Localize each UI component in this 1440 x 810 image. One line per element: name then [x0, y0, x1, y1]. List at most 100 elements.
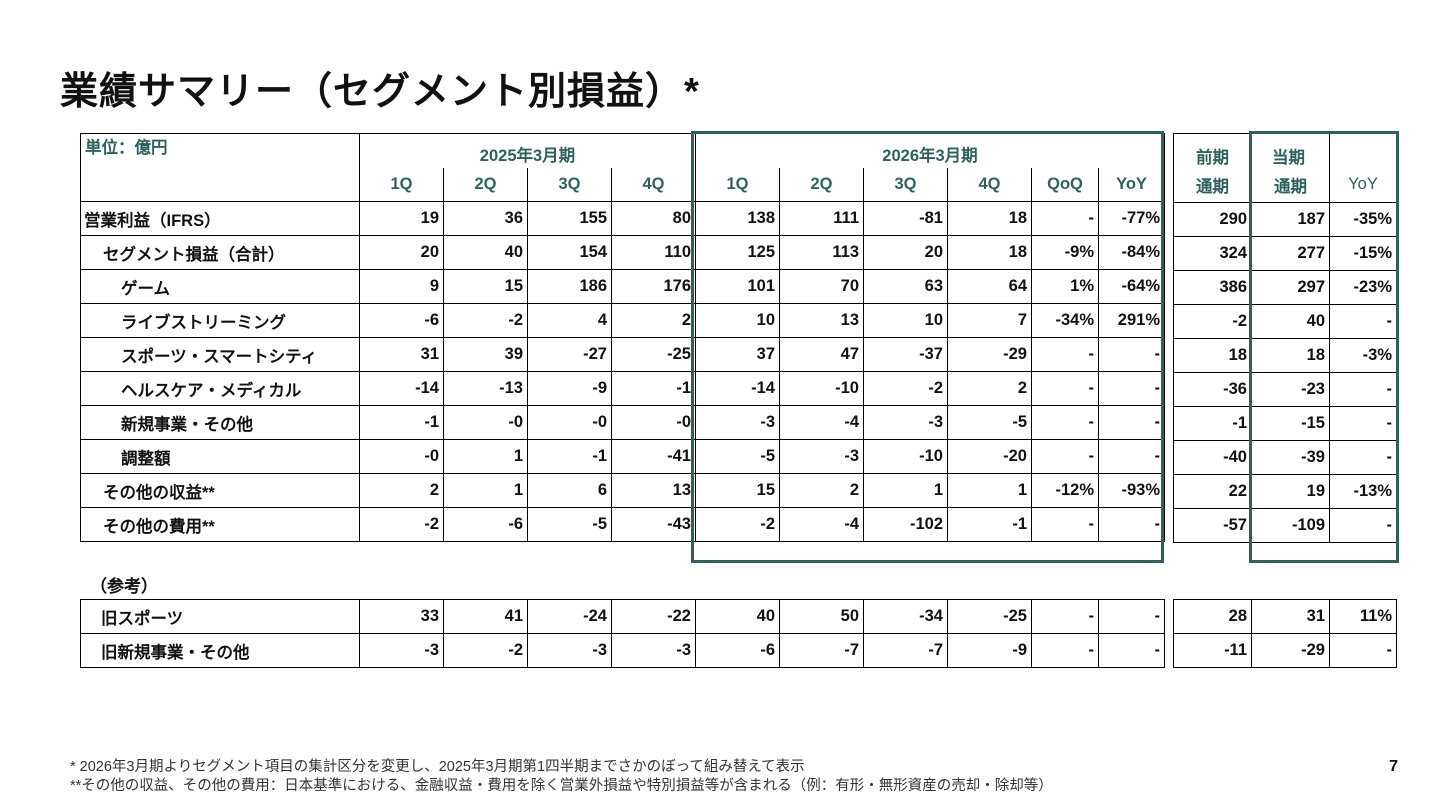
row-label: 旧新規事業・その他: [80, 633, 360, 668]
value-cell: -64%: [1098, 269, 1165, 304]
value-cell: -25: [611, 337, 696, 372]
value-cell: -: [1329, 633, 1397, 668]
value-cell: 2: [947, 371, 1032, 406]
value-cell: 15: [695, 473, 780, 508]
value-cell: -1: [359, 405, 444, 440]
value-cell: -4: [779, 405, 864, 440]
value-cell: -1: [1173, 405, 1252, 441]
value-cell: -9: [527, 371, 612, 406]
row-label: その他の費用**: [80, 507, 360, 542]
value-cell: -: [1031, 599, 1099, 634]
value-cell: -39: [1251, 439, 1330, 475]
value-cell: 37: [695, 337, 780, 372]
value-cell: -81: [863, 201, 948, 236]
value-cell: 18: [947, 201, 1032, 236]
value-cell: 18: [1251, 337, 1330, 373]
value-cell: -20: [947, 439, 1032, 474]
value-cell: -: [1031, 507, 1099, 542]
value-cell: 19: [359, 201, 444, 236]
value-cell: 18: [1173, 337, 1252, 373]
value-cell: 113: [779, 235, 864, 270]
value-cell: -5: [695, 439, 780, 474]
value-cell: -4: [779, 507, 864, 542]
value-cell: -9: [947, 633, 1032, 668]
curr-full-year-header: 通期: [1251, 168, 1330, 203]
value-cell: -15%: [1329, 235, 1397, 271]
table-row: その他の費用** -2 -6 -5 -43 -2 -4 -102 -1- -: [80, 507, 1165, 542]
value-cell: 101: [695, 269, 780, 304]
value-cell: 9: [359, 269, 444, 304]
value-cell: -1: [527, 439, 612, 474]
unit-label: 単位：億円: [80, 133, 360, 202]
value-cell: 50: [779, 599, 864, 634]
value-cell: -3: [779, 439, 864, 474]
value-cell: 10: [863, 303, 948, 338]
row-label: 旧スポーツ: [80, 599, 360, 634]
fy2026-header: 2026年3月期: [695, 133, 1165, 168]
value-cell: 22: [1173, 473, 1252, 509]
value-cell: -: [1098, 507, 1165, 542]
value-cell: 20: [359, 235, 444, 270]
value-cell: -36: [1173, 371, 1252, 407]
value-cell: -9%: [1031, 235, 1099, 270]
value-cell: -2: [1173, 303, 1252, 339]
value-cell: 290: [1173, 201, 1252, 237]
value-cell: 4: [527, 303, 612, 338]
fy2025-3q-header: 3Q: [527, 167, 612, 202]
value-cell: -14: [695, 371, 780, 406]
table-row: -1 -15-: [1173, 405, 1397, 441]
table-row: ヘルスケア・メディカル -14 -13 -9 -1 -14 -10 -2 2- -: [80, 371, 1165, 406]
value-cell: 187: [1251, 201, 1330, 237]
table-row: 28 31 11%: [1173, 599, 1397, 634]
value-cell: 80: [611, 201, 696, 236]
value-cell: -102: [863, 507, 948, 542]
value-cell: -77%: [1098, 201, 1165, 236]
value-cell: -11: [1173, 633, 1252, 668]
value-cell: -40: [1173, 439, 1252, 475]
page-number: 7: [1389, 758, 1398, 775]
value-cell: 13: [779, 303, 864, 338]
table-row: 旧スポーツ 33 41 -24 -22 40 50 -34 -25- -: [80, 599, 1165, 634]
value-cell: 31: [1251, 599, 1330, 634]
prev-full-year-header: 通期: [1173, 168, 1252, 203]
value-cell: -: [1329, 439, 1397, 475]
value-cell: -: [1031, 337, 1099, 372]
value-cell: -3: [611, 633, 696, 668]
fy2026-3q-header: 3Q: [863, 167, 948, 202]
value-cell: -10: [779, 371, 864, 406]
value-cell: 2: [611, 303, 696, 338]
value-cell: 1: [443, 473, 528, 508]
value-cell: 138: [695, 201, 780, 236]
value-cell: 154: [527, 235, 612, 270]
table-row: 営業利益（IFRS） 19 36 155 80 138 111 -81 18- -77%: [80, 201, 1165, 236]
value-cell: -24: [527, 599, 612, 634]
value-cell: 110: [611, 235, 696, 270]
table-row: セグメント損益（合計） 20 40 154 110 125 113 20 18 -9% -84%: [80, 235, 1165, 270]
value-cell: -43: [611, 507, 696, 542]
value-cell: -3: [359, 633, 444, 668]
row-label: セグメント損益（合計）: [80, 235, 360, 270]
value-cell: -2: [863, 371, 948, 406]
footnotes: * 2026年3月期よりセグメント項目の集計区分を変更し、2025年3月期第1四…: [70, 758, 1053, 796]
value-cell: 11%: [1329, 599, 1397, 634]
row-label: ゲーム: [80, 269, 360, 304]
row-label: スポーツ・スマートシティ: [80, 337, 360, 372]
value-cell: -: [1031, 439, 1099, 474]
value-cell: -109: [1251, 507, 1330, 543]
value-cell: -93%: [1098, 473, 1165, 508]
value-cell: 40: [1251, 303, 1330, 339]
row-label: 調整額: [80, 439, 360, 474]
value-cell: -13%: [1329, 473, 1397, 509]
curr-year-header: 当期: [1251, 133, 1330, 168]
value-cell: 18: [947, 235, 1032, 270]
value-cell: 13: [611, 473, 696, 508]
value-cell: -: [1098, 371, 1165, 406]
value-cell: 2: [359, 473, 444, 508]
reference-full-year-table: 28 31 11% -11 -29-: [1173, 599, 1397, 668]
value-cell: 2: [779, 473, 864, 508]
value-cell: -15: [1251, 405, 1330, 441]
value-cell: 324: [1173, 235, 1252, 271]
value-cell: 297: [1251, 269, 1330, 305]
value-cell: -3: [695, 405, 780, 440]
value-cell: 41: [443, 599, 528, 634]
